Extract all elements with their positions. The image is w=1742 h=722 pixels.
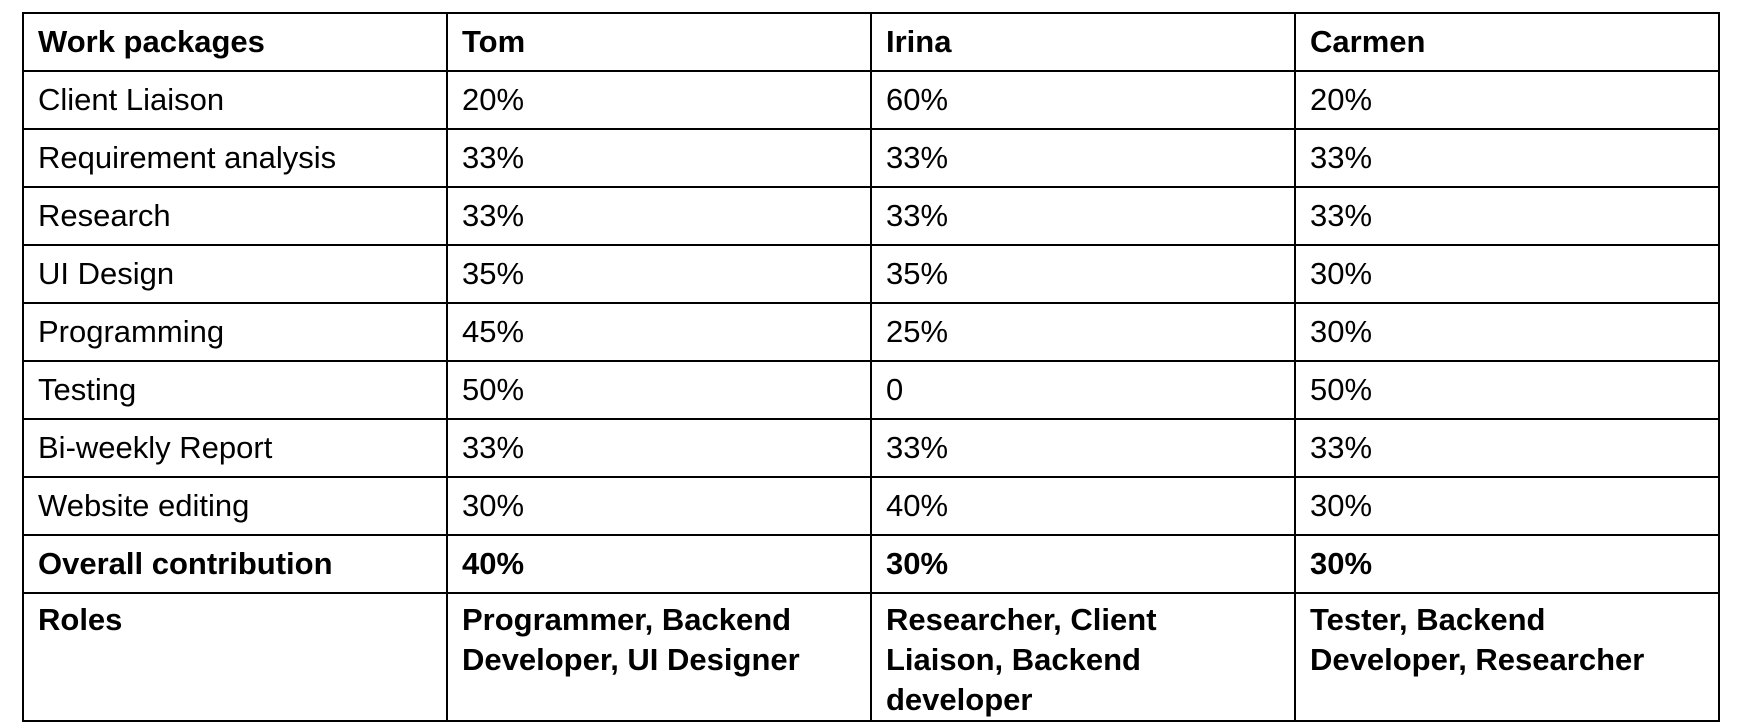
table-row: Testing 50% 0 50% xyxy=(22,360,1720,420)
work-package-cell: Website editing xyxy=(22,476,448,536)
tom-cell: 20% xyxy=(446,70,872,130)
header-tom: Tom xyxy=(446,12,872,72)
table-row: Website editing 30% 40% 30% xyxy=(22,476,1720,536)
overall-label-cell: Overall contribution xyxy=(22,534,448,594)
tom-overall-cell: 40% xyxy=(446,534,872,594)
tom-cell: 33% xyxy=(446,186,872,246)
irina-cell: 60% xyxy=(870,70,1296,130)
tom-cell: 33% xyxy=(446,128,872,188)
table-row: Research 33% 33% 33% xyxy=(22,186,1720,246)
carmen-cell: 30% xyxy=(1294,244,1720,304)
carmen-roles-cell: Tester, Backend Developer, Researcher xyxy=(1294,592,1720,722)
contribution-table: Work packages Tom Irina Carmen Client Li… xyxy=(22,12,1720,722)
carmen-cell: 30% xyxy=(1294,476,1720,536)
irina-cell: 35% xyxy=(870,244,1296,304)
work-package-cell: Testing xyxy=(22,360,448,420)
carmen-cell: 30% xyxy=(1294,302,1720,362)
table-row: Programming 45% 25% 30% xyxy=(22,302,1720,362)
irina-cell: 33% xyxy=(870,128,1296,188)
work-package-cell: Client Liaison xyxy=(22,70,448,130)
irina-overall-cell: 30% xyxy=(870,534,1296,594)
tom-cell: 33% xyxy=(446,418,872,478)
carmen-cell: 20% xyxy=(1294,70,1720,130)
table-row: Requirement analysis 33% 33% 33% xyxy=(22,128,1720,188)
tom-roles-cell: Programmer, Backend Developer, UI Design… xyxy=(446,592,872,722)
roles-label-cell: Roles xyxy=(22,592,448,722)
irina-roles-cell: Researcher, Client Liaison, Backend deve… xyxy=(870,592,1296,722)
header-row: Work packages Tom Irina Carmen xyxy=(22,12,1720,72)
table-row: Client Liaison 20% 60% 20% xyxy=(22,70,1720,130)
contribution-table-container: Work packages Tom Irina Carmen Client Li… xyxy=(22,12,1720,722)
header-work-packages: Work packages xyxy=(22,12,448,72)
work-package-cell: Programming xyxy=(22,302,448,362)
roles-row: Roles Programmer, Backend Developer, UI … xyxy=(22,592,1720,722)
carmen-cell: 33% xyxy=(1294,186,1720,246)
work-package-cell: UI Design xyxy=(22,244,448,304)
carmen-cell: 33% xyxy=(1294,418,1720,478)
carmen-cell: 33% xyxy=(1294,128,1720,188)
work-package-cell: Research xyxy=(22,186,448,246)
tom-cell: 35% xyxy=(446,244,872,304)
carmen-overall-cell: 30% xyxy=(1294,534,1720,594)
header-irina: Irina xyxy=(870,12,1296,72)
irina-cell: 33% xyxy=(870,186,1296,246)
header-carmen: Carmen xyxy=(1294,12,1720,72)
carmen-cell: 50% xyxy=(1294,360,1720,420)
irina-cell: 40% xyxy=(870,476,1296,536)
tom-cell: 30% xyxy=(446,476,872,536)
tom-cell: 50% xyxy=(446,360,872,420)
irina-cell: 33% xyxy=(870,418,1296,478)
table-row: UI Design 35% 35% 30% xyxy=(22,244,1720,304)
work-package-cell: Requirement analysis xyxy=(22,128,448,188)
irina-cell: 25% xyxy=(870,302,1296,362)
table-row: Bi-weekly Report 33% 33% 33% xyxy=(22,418,1720,478)
tom-cell: 45% xyxy=(446,302,872,362)
work-package-cell: Bi-weekly Report xyxy=(22,418,448,478)
irina-cell: 0 xyxy=(870,360,1296,420)
overall-contribution-row: Overall contribution 40% 30% 30% xyxy=(22,534,1720,594)
